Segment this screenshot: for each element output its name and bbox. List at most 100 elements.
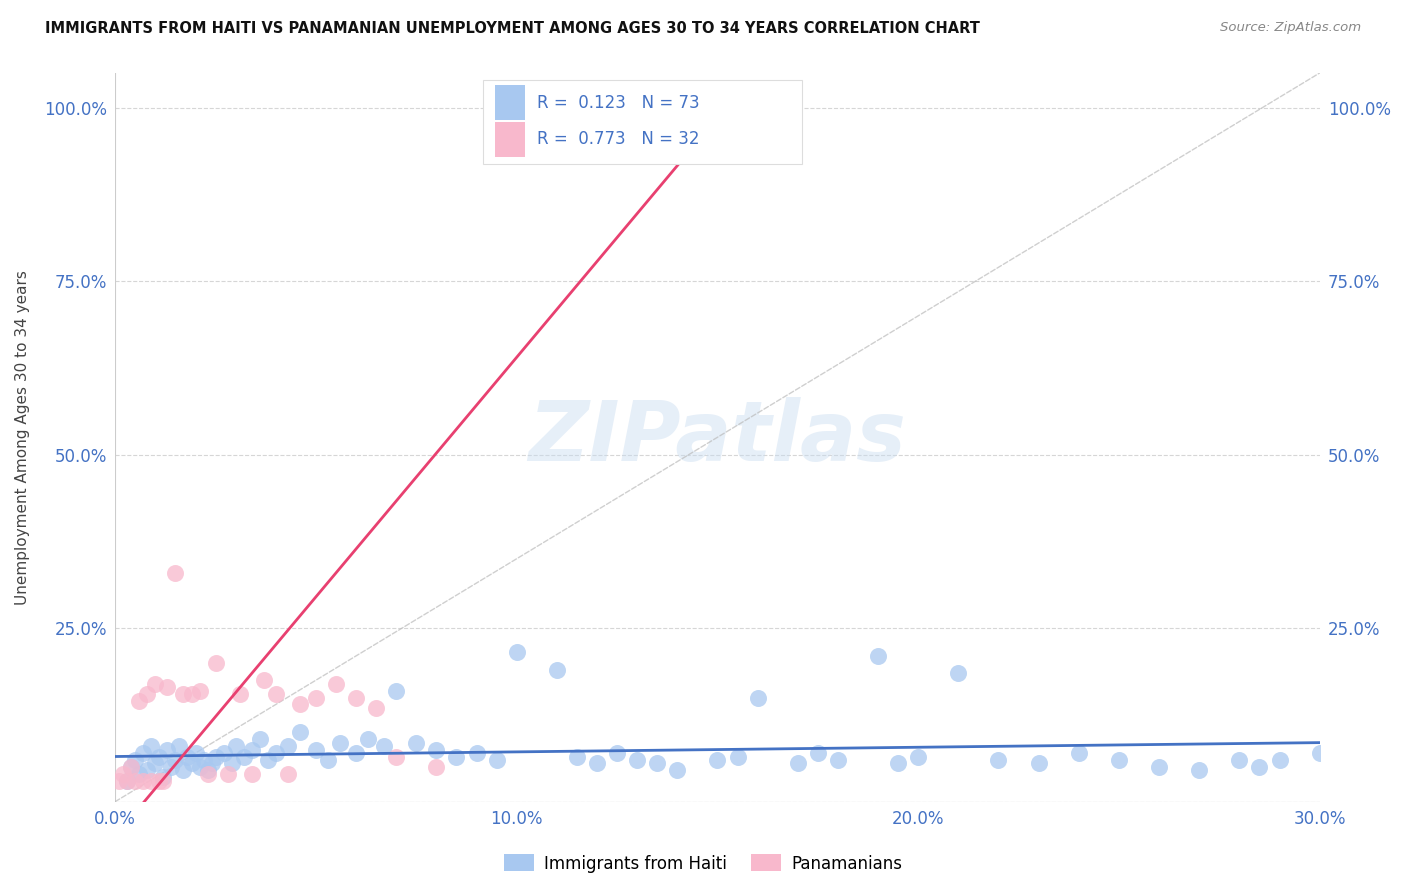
Point: [288, 698, 311, 712]
Text: Source: ZipAtlas.com: Source: ZipAtlas.com: [1220, 21, 1361, 35]
Point: [180, 687, 202, 701]
Point: [344, 690, 367, 705]
Point: [200, 756, 222, 771]
Point: [232, 749, 254, 764]
Point: [373, 739, 395, 753]
Point: [124, 773, 146, 788]
Point: [124, 753, 146, 767]
Point: [325, 676, 347, 690]
Point: [221, 756, 243, 771]
Point: [128, 767, 150, 781]
Point: [117, 773, 139, 788]
Point: [405, 736, 427, 750]
Point: [156, 742, 179, 756]
Point: [225, 739, 247, 753]
Text: R =  0.123   N = 73: R = 0.123 N = 73: [537, 94, 699, 112]
Point: [240, 742, 263, 756]
Point: [565, 749, 588, 764]
Point: [1309, 746, 1331, 760]
Point: [1227, 753, 1250, 767]
Point: [586, 756, 609, 771]
Point: [117, 773, 139, 788]
Point: [305, 690, 328, 705]
Point: [465, 746, 488, 760]
Point: [366, 701, 388, 715]
Point: [120, 760, 142, 774]
Point: [204, 656, 226, 670]
Point: [148, 773, 170, 788]
Point: [1268, 753, 1291, 767]
Point: [148, 749, 170, 764]
Point: [807, 746, 830, 760]
Point: [204, 749, 226, 764]
Point: [253, 673, 276, 688]
Point: [132, 773, 155, 788]
Point: [887, 756, 910, 771]
Point: [344, 746, 367, 760]
Point: [425, 742, 447, 756]
Point: [786, 756, 808, 771]
Point: [727, 749, 749, 764]
Point: [165, 566, 187, 580]
Point: [626, 753, 648, 767]
Point: [425, 760, 447, 774]
Point: [120, 760, 142, 774]
Point: [305, 742, 328, 756]
Point: [645, 756, 668, 771]
Point: [176, 749, 198, 764]
Point: [145, 756, 167, 771]
Point: [141, 773, 163, 788]
Point: [385, 749, 408, 764]
Point: [485, 753, 508, 767]
Point: [136, 687, 159, 701]
Point: [240, 767, 263, 781]
Point: [180, 756, 202, 771]
Point: [1249, 760, 1271, 774]
Point: [357, 732, 380, 747]
Point: [987, 753, 1010, 767]
Point: [277, 739, 299, 753]
Point: [165, 753, 187, 767]
Point: [264, 687, 287, 701]
Point: [172, 764, 194, 778]
Point: [446, 749, 468, 764]
Point: [197, 767, 219, 781]
Point: [141, 739, 163, 753]
Point: [184, 746, 207, 760]
Point: [193, 753, 215, 767]
Point: [152, 773, 174, 788]
Point: [160, 760, 183, 774]
Y-axis label: Unemployment Among Ages 30 to 34 years: Unemployment Among Ages 30 to 34 years: [15, 270, 30, 605]
Point: [152, 770, 174, 784]
Point: [212, 746, 235, 760]
Point: [288, 725, 311, 739]
Point: [747, 690, 769, 705]
Point: [948, 666, 970, 681]
Text: R =  0.773   N = 32: R = 0.773 N = 32: [537, 130, 699, 148]
Text: ZIPatlas: ZIPatlas: [529, 397, 907, 478]
Point: [128, 694, 150, 708]
Point: [256, 753, 278, 767]
Point: [606, 746, 628, 760]
Point: [666, 764, 689, 778]
Point: [264, 746, 287, 760]
Point: [112, 767, 135, 781]
Point: [277, 767, 299, 781]
Point: [1028, 756, 1050, 771]
Point: [228, 687, 250, 701]
Point: [249, 732, 271, 747]
Point: [169, 739, 191, 753]
Point: [217, 767, 239, 781]
Point: [1067, 746, 1090, 760]
Point: [145, 676, 167, 690]
Point: [108, 773, 131, 788]
Point: [866, 648, 889, 663]
Point: [907, 749, 929, 764]
Point: [1108, 753, 1130, 767]
Point: [546, 663, 568, 677]
Point: [1188, 764, 1211, 778]
Bar: [495, 86, 524, 120]
Point: [172, 687, 194, 701]
Point: [329, 736, 352, 750]
Point: [505, 645, 527, 659]
